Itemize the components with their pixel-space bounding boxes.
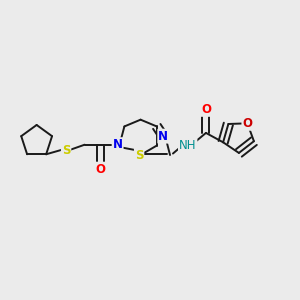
Text: NH: NH <box>179 139 196 152</box>
Text: O: O <box>242 117 252 130</box>
Text: N: N <box>112 138 123 151</box>
Text: S: S <box>135 148 143 161</box>
Text: S: S <box>62 144 70 158</box>
Text: N: N <box>158 130 168 143</box>
Text: O: O <box>201 103 211 116</box>
Text: O: O <box>96 163 106 176</box>
